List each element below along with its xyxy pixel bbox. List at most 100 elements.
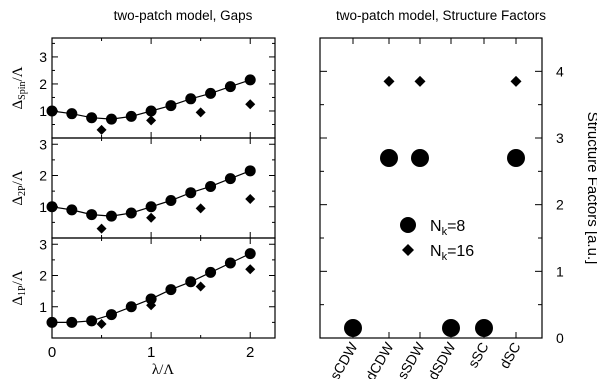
data-point-circle	[46, 201, 58, 213]
category-label: dSC	[496, 340, 523, 372]
panel-gaps-spin-plot: 1 2 3	[39, 38, 275, 138]
data-point-circle	[145, 105, 157, 117]
data-point-diamond	[96, 318, 107, 329]
data-point-circle	[507, 149, 525, 167]
data-point-diamond	[146, 115, 157, 126]
data-point-circle	[105, 113, 117, 125]
data-point-circle	[244, 74, 256, 86]
panel-gaps-1p: 1 2 3 0 1 2 Δ1P/Λ λ/Λ	[10, 236, 276, 378]
category-label: sSDW	[394, 339, 428, 379]
data-point-circle	[442, 319, 460, 337]
legend-label-nk8: Nk=8	[430, 218, 465, 238]
xtick-label: 1	[147, 344, 155, 361]
data-point-circle	[185, 276, 197, 288]
data-point-circle	[125, 110, 137, 122]
data-point-circle	[66, 204, 78, 216]
data-point-diamond	[245, 193, 256, 204]
data-point-circle	[105, 210, 117, 222]
data-point-circle	[185, 93, 197, 105]
ytick-label: 1	[39, 199, 47, 215]
data-point-circle	[86, 209, 98, 221]
panel-gaps-2p-plot: 1 2 3	[39, 136, 275, 238]
data-point-diamond	[146, 212, 157, 223]
data-point-circle	[145, 201, 157, 213]
legend-circle-marker	[400, 217, 416, 233]
panel-gaps-spin: 1 2 3 ΔSpin/Λ	[10, 37, 276, 139]
data-point-diamond	[195, 281, 206, 292]
data-point-diamond	[96, 223, 107, 234]
data-point-circle	[105, 309, 117, 321]
category-label: sCDW	[327, 339, 361, 379]
ytick-label: 3	[39, 136, 47, 152]
data-point-circle	[224, 173, 236, 185]
data-point-circle	[145, 293, 157, 305]
panel-gaps-1p-plot: 1 2 3 0 1 2	[39, 236, 275, 361]
ytick-label: 2	[39, 268, 47, 284]
data-point-diamond	[383, 75, 395, 87]
data-point-circle	[411, 149, 429, 167]
data-point-circle	[475, 319, 493, 337]
data-point-circle	[66, 108, 78, 120]
category-label: dCDW	[362, 339, 397, 379]
data-point-circle	[244, 248, 256, 260]
data-point-circle	[125, 207, 137, 219]
data-point-circle	[165, 100, 177, 112]
data-point-diamond	[146, 300, 157, 311]
data-point-diamond	[195, 107, 206, 118]
ytick-label: 3	[39, 236, 47, 252]
ytick-label: 1	[39, 299, 47, 315]
fit-line	[52, 253, 251, 323]
ytick-label: 3	[39, 49, 47, 65]
panel-gaps-2p: 1 2 3 Δ2P/Λ	[10, 136, 276, 239]
data-point-circle	[244, 165, 256, 177]
data-point-circle	[86, 315, 98, 327]
data-point-diamond	[510, 75, 522, 87]
panel-gaps-1p-frame	[51, 237, 276, 339]
data-point-diamond	[245, 264, 256, 275]
ylabel-2p: Δ2P/Λ	[10, 170, 28, 205]
ylabel-spin: ΔSpin/Λ	[10, 66, 28, 109]
data-point-circle	[46, 316, 58, 328]
panel-gaps-2p-frame	[51, 137, 276, 239]
data-point-circle	[165, 284, 177, 296]
panel-gaps-spin-frame	[51, 37, 276, 139]
ylabel-structure-factors: Structure Factors [a.u.]	[584, 112, 597, 265]
legend-diamond-marker	[402, 244, 414, 256]
xtick-label: 2	[246, 344, 254, 361]
data-point-circle	[224, 257, 236, 269]
data-point-circle	[205, 180, 217, 192]
data-point-diamond	[96, 124, 107, 135]
legend-label-nk16: Nk=16	[430, 243, 474, 263]
category-label: dSDW	[425, 339, 459, 379]
ytick-label: 2	[39, 168, 47, 184]
ytick-label: 1	[556, 263, 564, 279]
data-point-circle	[86, 112, 98, 124]
gaps-title: two-patch model, Gaps	[114, 8, 253, 23]
ytick-label: 2	[39, 76, 47, 92]
data-point-diamond	[245, 99, 256, 110]
xtick-label: 0	[48, 344, 56, 361]
ytick-label: 1	[39, 103, 47, 119]
ytick-label: 4	[556, 63, 564, 79]
data-point-circle	[66, 316, 78, 328]
data-point-diamond	[414, 75, 426, 87]
data-point-circle	[224, 81, 236, 93]
ytick-label: 2	[556, 197, 564, 213]
panel-structure-factors-frame	[319, 37, 543, 339]
xlabel-lambda: λ/Λ	[152, 362, 174, 378]
legend: Nk=8 Nk=16	[400, 217, 474, 263]
structure-factors-title: two-patch model, Structure Factors	[336, 8, 546, 23]
data-point-circle	[205, 87, 217, 99]
data-point-circle	[205, 266, 217, 278]
data-point-circle	[165, 195, 177, 206]
category-label: sSC	[465, 340, 492, 371]
data-point-circle	[125, 301, 137, 313]
data-point-circle	[344, 319, 362, 337]
data-point-circle	[185, 187, 197, 199]
data-point-circle	[46, 105, 58, 117]
data-point-circle	[380, 149, 398, 167]
data-point-diamond	[195, 203, 206, 214]
